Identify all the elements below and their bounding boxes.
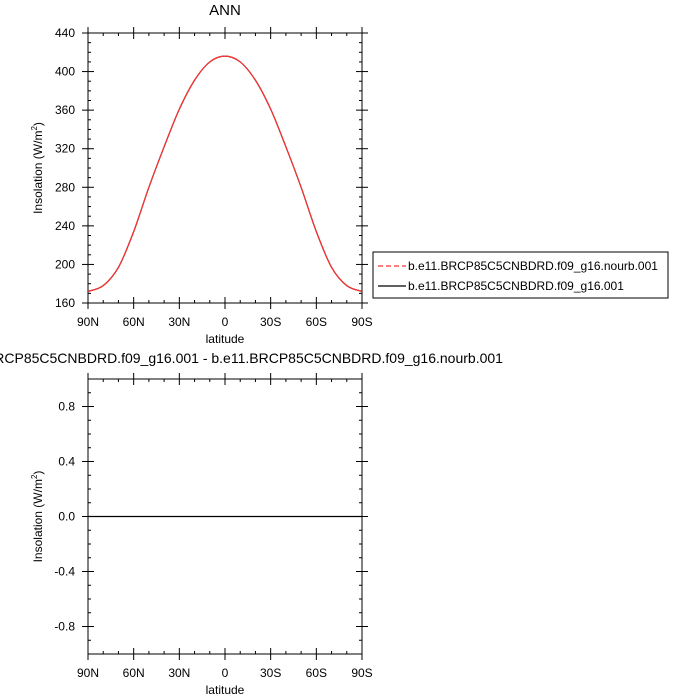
y-tick-label: 200 bbox=[55, 257, 75, 271]
x-tick-label: 0 bbox=[222, 315, 229, 329]
x-axis-label: latitude bbox=[206, 332, 245, 346]
chart-title: b.e11.BRCP85C5CNBDRD.f09_g16.001 - b.e11… bbox=[0, 350, 503, 366]
x-tick-label: 0 bbox=[222, 666, 229, 680]
plot-frame bbox=[87, 32, 363, 304]
y-tick-label: 320 bbox=[55, 142, 75, 156]
series-line-2 bbox=[88, 55, 362, 292]
y-axis-label-close: ) bbox=[31, 122, 45, 126]
chart-panel-1: ANN 90N 60N 30N 0 30S 60S 90S 160 200 240 280 320 360… bbox=[30, 2, 373, 346]
x-tick-label: 30S bbox=[260, 315, 281, 329]
y-axis-label-text: Insolation (W/m bbox=[31, 479, 45, 562]
series-line-1 bbox=[88, 55, 362, 292]
y-tick-label: 400 bbox=[55, 65, 75, 79]
x-tick-label: 30N bbox=[168, 315, 190, 329]
chart-panel-2: b.e11.BRCP85C5CNBDRD.f09_g16.001 - b.e11… bbox=[0, 350, 503, 697]
legend-entry-2: b.e11.BRCP85C5CNBDRD.f09_g16.001 bbox=[408, 279, 624, 293]
legend: b.e11.BRCP85C5CNBDRD.f09_g16.nourb.001 b.… bbox=[372, 251, 669, 299]
y-tick-label: -0.8 bbox=[54, 620, 75, 634]
legend-entry-1: b.e11.BRCP85C5CNBDRD.f09_g16.nourb.001 bbox=[408, 259, 658, 273]
y-tick-label: 160 bbox=[55, 296, 75, 310]
x-tick-label: 30N bbox=[168, 666, 190, 680]
y-axis-label: Insolation (W/m2) bbox=[30, 471, 45, 563]
x-tick-label: 60N bbox=[123, 315, 145, 329]
y-axis-label-close: ) bbox=[31, 471, 45, 475]
legend-box bbox=[372, 251, 669, 299]
y-axis-label-text: Insolation (W/m bbox=[31, 131, 45, 214]
y-axis-label-sup: 2 bbox=[30, 126, 39, 131]
y-tick-label: 240 bbox=[55, 219, 75, 233]
y-tick-label: -0.4 bbox=[54, 565, 75, 579]
y-tick-label: 360 bbox=[55, 103, 75, 117]
x-tick-label: 90N bbox=[77, 666, 99, 680]
x-tick-label: 90N bbox=[77, 315, 99, 329]
x-tick-label: 60S bbox=[306, 666, 327, 680]
y-tick-label: 280 bbox=[55, 180, 75, 194]
x-tick-label: 90S bbox=[351, 666, 372, 680]
y-axis-label-sup: 2 bbox=[30, 474, 39, 479]
x-tick-label: 30S bbox=[260, 666, 281, 680]
x-tick-label: 60N bbox=[123, 666, 145, 680]
x-tick-label: 60S bbox=[306, 315, 327, 329]
x-axis-label: latitude bbox=[206, 683, 245, 697]
y-tick-label: 0.8 bbox=[58, 400, 75, 414]
y-tick-label: 0.0 bbox=[58, 510, 75, 524]
chart-title: ANN bbox=[209, 2, 241, 19]
y-axis-label: Insolation (W/m2) bbox=[30, 122, 45, 214]
x-tick-label: 90S bbox=[351, 315, 372, 329]
y-tick-label: 440 bbox=[55, 26, 75, 40]
y-tick-label: 0.4 bbox=[58, 455, 75, 469]
